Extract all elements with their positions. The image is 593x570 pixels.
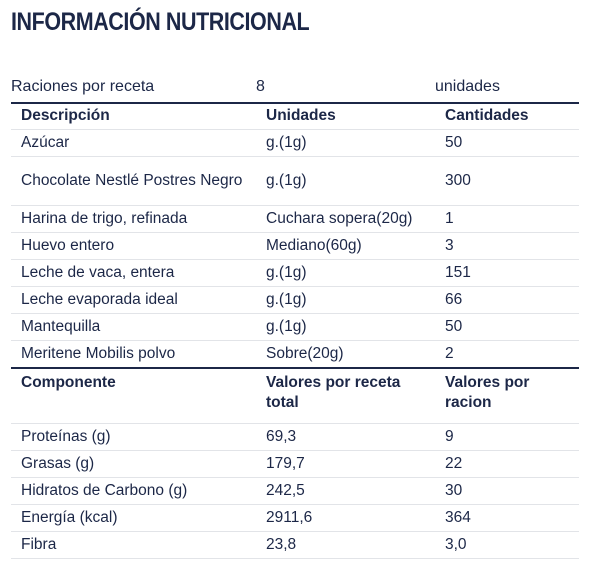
- table-row: Meritene Mobilis polvo Sobre(20g) 2: [11, 340, 579, 369]
- ingredient-unit: Cuchara sopera(20g): [256, 205, 435, 233]
- component-name: Fibra: [11, 531, 256, 559]
- page-title: INFORMACIÓN NUTRICIONAL: [11, 8, 310, 36]
- ingredient-quantity: 3: [435, 232, 579, 260]
- column-header-quantities: Cantidades: [435, 103, 579, 130]
- ingredients-header-row: Descripción Unidades Cantidades: [11, 103, 579, 130]
- table-row: Huevo entero Mediano(60g) 3: [11, 232, 579, 260]
- ingredient-quantity: 66: [435, 286, 579, 314]
- ingredient-name: Harina de trigo, refinada: [11, 205, 256, 233]
- column-header-component: Componente: [11, 367, 256, 424]
- column-header-units: Unidades: [256, 103, 435, 130]
- ingredient-unit: g.(1g): [256, 313, 435, 341]
- components-header-row: Componente Valores por receta total Valo…: [11, 367, 579, 424]
- table-row: Proteínas (g) 69,3 9: [11, 423, 579, 451]
- ingredient-unit: g.(1g): [256, 259, 435, 287]
- table-row: Energía (kcal) 2911,6 364: [11, 504, 579, 532]
- ingredient-quantity: 2: [435, 340, 579, 369]
- servings-label: Raciones por receta: [11, 78, 155, 95]
- ingredient-name: Azúcar: [11, 129, 256, 157]
- table-row: Leche de vaca, entera g.(1g) 151: [11, 259, 579, 287]
- component-per-serving: 3,0: [435, 531, 579, 559]
- component-name: Grasas (g): [11, 450, 256, 478]
- ingredient-unit: g.(1g): [256, 129, 435, 157]
- ingredient-quantity: 1: [435, 205, 579, 233]
- component-total: 2911,6: [256, 504, 435, 532]
- ingredient-unit: Mediano(60g): [256, 232, 435, 260]
- component-name: Energía (kcal): [11, 504, 256, 532]
- ingredient-quantity: 151: [435, 259, 579, 287]
- component-total: 242,5: [256, 477, 435, 505]
- table-row: Leche evaporada ideal g.(1g) 66: [11, 286, 579, 314]
- table-row: Hidratos de Carbono (g) 242,5 30: [11, 477, 579, 505]
- component-per-serving: 30: [435, 477, 579, 505]
- ingredient-name: Huevo entero: [11, 232, 256, 260]
- servings-unit: unidades: [435, 78, 500, 95]
- servings-row: Raciones por receta 8 unidades: [11, 78, 579, 104]
- ingredient-unit: g.(1g): [256, 156, 435, 206]
- ingredient-quantity: 50: [435, 313, 579, 341]
- component-per-serving: 22: [435, 450, 579, 478]
- column-header-per-serving: Valores por racion: [435, 367, 579, 424]
- ingredient-name: Meritene Mobilis polvo: [11, 340, 256, 369]
- table-row: Harina de trigo, refinada Cuchara sopera…: [11, 205, 579, 233]
- table-row: Fibra 23,8 3,0: [11, 531, 579, 559]
- table-row: Azúcar g.(1g) 50: [11, 129, 579, 157]
- ingredient-unit: g.(1g): [256, 286, 435, 314]
- nutrition-table: Descripción Unidades Cantidades Azúcar g…: [11, 103, 579, 559]
- component-per-serving: 9: [435, 423, 579, 451]
- ingredient-name: Chocolate Nestlé Postres Negro: [11, 156, 256, 206]
- ingredient-name: Mantequilla: [11, 313, 256, 341]
- ingredient-quantity: 50: [435, 129, 579, 157]
- component-total: 179,7: [256, 450, 435, 478]
- column-header-description: Descripción: [11, 103, 256, 130]
- ingredient-name: Leche de vaca, entera: [11, 259, 256, 287]
- table-row: Chocolate Nestlé Postres Negro g.(1g) 30…: [11, 156, 579, 206]
- servings-value: 8: [256, 78, 265, 95]
- ingredient-name: Leche evaporada ideal: [11, 286, 256, 314]
- ingredient-quantity: 300: [435, 156, 579, 206]
- column-header-recipe-total: Valores por receta total: [256, 367, 435, 424]
- component-name: Hidratos de Carbono (g): [11, 477, 256, 505]
- component-per-serving: 364: [435, 504, 579, 532]
- table-row: Mantequilla g.(1g) 50: [11, 313, 579, 341]
- component-total: 23,8: [256, 531, 435, 559]
- component-name: Proteínas (g): [11, 423, 256, 451]
- component-total: 69,3: [256, 423, 435, 451]
- table-row: Grasas (g) 179,7 22: [11, 450, 579, 478]
- ingredient-unit: Sobre(20g): [256, 340, 435, 369]
